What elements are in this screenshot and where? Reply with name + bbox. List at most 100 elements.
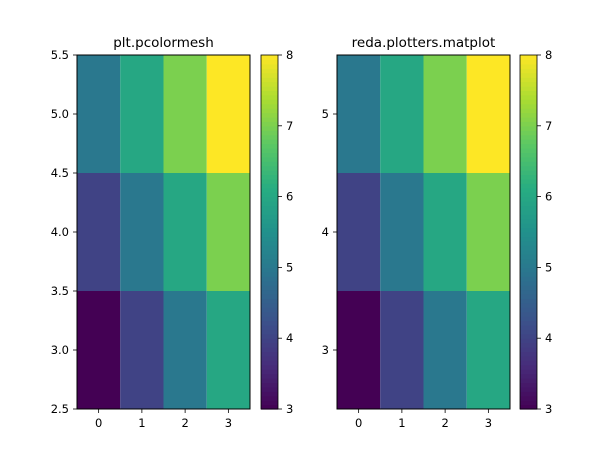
- y-tick-label: 5.5: [51, 48, 69, 62]
- colorbar-segment: [520, 329, 537, 335]
- colorbar-segment: [520, 178, 537, 184]
- colorbar-segment: [520, 55, 537, 61]
- chart-title-matplot: reda.plotters.matplot: [352, 35, 496, 51]
- colorbar-segment: [520, 85, 537, 91]
- colorbar-segment: [520, 192, 537, 198]
- colorbar-segment: [261, 187, 278, 193]
- colorbar-segment: [261, 81, 278, 87]
- y-tick-label: 3.0: [51, 343, 69, 357]
- colorbar-tick-label: 8: [286, 48, 293, 62]
- colorbar-segment: [261, 112, 278, 118]
- colorbar-segment: [520, 245, 537, 251]
- colorbar-segment: [261, 134, 278, 140]
- colorbar-segment: [520, 382, 537, 388]
- colorbar-segment: [261, 262, 278, 268]
- colorbar-segment: [261, 214, 278, 220]
- colorbar-segment: [520, 391, 537, 397]
- colorbar-segment: [520, 400, 537, 406]
- colorbar-segment: [261, 218, 278, 224]
- colorbar-segment: [261, 347, 278, 353]
- colorbar-segment: [520, 81, 537, 87]
- colorbar-segment: [520, 373, 537, 379]
- colorbar-segment: [261, 249, 278, 255]
- colorbar-segment: [520, 68, 537, 74]
- colorbar-tick-label: 3: [545, 402, 552, 416]
- colorbar-segment: [261, 156, 278, 162]
- x-tick-label: 3: [485, 416, 492, 430]
- colorbar-tick-label: 7: [545, 119, 552, 133]
- heatmap-cell: [163, 173, 207, 291]
- colorbar-segment: [261, 254, 278, 260]
- x-tick-label: 2: [441, 416, 448, 430]
- colorbar-segment: [520, 152, 537, 158]
- colorbar-tick-label: 7: [286, 119, 293, 133]
- colorbar-segment: [520, 347, 537, 353]
- colorbar-segment: [520, 271, 537, 277]
- colorbar-segment: [520, 351, 537, 357]
- x-tick-label: 0: [355, 416, 362, 430]
- heatmap-cell: [206, 173, 250, 291]
- heatmap-cell: [423, 291, 467, 409]
- colorbar-segment: [261, 77, 278, 83]
- x-axis-pcolormesh: 0 1 2 3: [95, 409, 232, 430]
- colorbar-segment: [261, 209, 278, 215]
- colorbar-segment: [261, 404, 278, 410]
- heatmap-cell: [163, 291, 207, 409]
- colorbar-segment: [261, 289, 278, 295]
- panel-matplot: reda.plotters.matplot 0 1 2 3 3 4 5 3 4 5 6 7 8: [322, 35, 553, 430]
- colorbar-segment: [520, 196, 537, 202]
- heatmap-cell: [380, 173, 424, 291]
- heatmap-cell: [120, 291, 164, 409]
- panel-pcolormesh: plt.pcolormesh 0 1 2 3 2.5 3.0 3.5 4.0 4.5 5.0 5.…: [51, 35, 294, 430]
- colorbar-segment: [520, 386, 537, 392]
- colorbar-segment: [261, 170, 278, 176]
- colorbar-segment: [261, 276, 278, 282]
- colorbar-segment: [261, 108, 278, 114]
- colorbar-segment: [520, 232, 537, 238]
- colorbar-segment: [520, 333, 537, 339]
- colorbar-segment: [520, 227, 537, 233]
- colorbar-segment: [520, 258, 537, 264]
- colorbar-segment: [520, 395, 537, 401]
- heatmap-cell: [77, 55, 121, 173]
- colorbar-segment: [261, 364, 278, 370]
- colorbar-segment: [261, 125, 278, 131]
- colorbar-segment: [261, 232, 278, 238]
- colorbar-tick-label: 6: [545, 190, 552, 204]
- colorbar-segment: [520, 302, 537, 308]
- colorbar-segment: [261, 267, 278, 273]
- heatmap-cell: [466, 55, 510, 173]
- colorbar-segment: [520, 125, 537, 131]
- colorbar-segment: [261, 90, 278, 96]
- colorbar-segment: [261, 342, 278, 348]
- colorbar-segment: [261, 245, 278, 251]
- heatmap-cell: [206, 291, 250, 409]
- colorbar-segment: [261, 59, 278, 65]
- x-axis-matplot: 0 1 2 3: [355, 409, 492, 430]
- colorbar-segment: [520, 108, 537, 114]
- colorbar-segment: [520, 134, 537, 140]
- colorbar-tick-label: 8: [545, 48, 552, 62]
- colorbar-segment: [261, 373, 278, 379]
- colorbar-segment: [261, 333, 278, 339]
- colorbar-segment: [261, 103, 278, 109]
- heatmap-cell: [380, 291, 424, 409]
- colorbar-segment: [261, 395, 278, 401]
- colorbar-segment: [261, 258, 278, 264]
- colorbar-segment: [261, 236, 278, 242]
- heatmap-cell: [337, 55, 381, 173]
- colorbar-segment: [261, 293, 278, 299]
- x-tick-label: 0: [95, 416, 102, 430]
- colorbar-segment: [520, 378, 537, 384]
- y-axis-pcolormesh: 2.5 3.0 3.5 4.0 4.5 5.0 5.5: [51, 48, 77, 416]
- colorbar-segment: [261, 391, 278, 397]
- colorbar-segment: [520, 143, 537, 149]
- heatmap-cell: [163, 55, 207, 173]
- colorbar-segment: [520, 209, 537, 215]
- colorbar-segment: [520, 165, 537, 171]
- colorbar-segment: [261, 147, 278, 153]
- colorbar-segment: [520, 285, 537, 291]
- colorbar-segment: [261, 227, 278, 233]
- colorbar-tick-label: 4: [286, 331, 293, 345]
- colorbar-segment: [520, 342, 537, 348]
